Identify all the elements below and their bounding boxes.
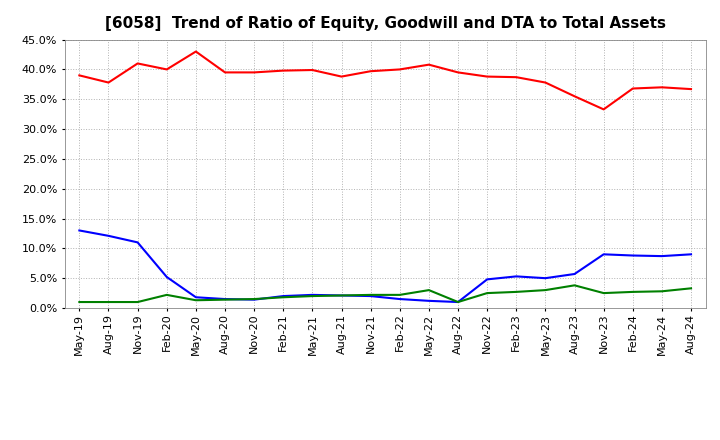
Equity bbox=[395, 67, 404, 72]
Equity bbox=[192, 49, 200, 54]
Deferred Tax Assets bbox=[687, 286, 696, 291]
Deferred Tax Assets bbox=[454, 299, 462, 304]
Equity bbox=[512, 74, 521, 80]
Equity bbox=[308, 67, 317, 73]
Deferred Tax Assets bbox=[395, 292, 404, 297]
Equity bbox=[599, 107, 608, 112]
Deferred Tax Assets bbox=[75, 299, 84, 304]
Line: Goodwill: Goodwill bbox=[79, 231, 691, 302]
Equity bbox=[104, 80, 113, 85]
Deferred Tax Assets bbox=[163, 292, 171, 297]
Equity bbox=[366, 69, 375, 74]
Equity bbox=[570, 94, 579, 99]
Deferred Tax Assets bbox=[366, 292, 375, 297]
Goodwill bbox=[192, 295, 200, 300]
Equity bbox=[75, 73, 84, 78]
Goodwill bbox=[454, 299, 462, 304]
Goodwill bbox=[337, 293, 346, 298]
Equity bbox=[687, 87, 696, 92]
Line: Deferred Tax Assets: Deferred Tax Assets bbox=[79, 285, 691, 302]
Deferred Tax Assets bbox=[192, 297, 200, 303]
Goodwill bbox=[629, 253, 637, 258]
Deferred Tax Assets bbox=[250, 297, 258, 302]
Deferred Tax Assets bbox=[308, 293, 317, 299]
Goodwill bbox=[483, 277, 492, 282]
Deferred Tax Assets bbox=[425, 287, 433, 293]
Goodwill bbox=[657, 253, 666, 259]
Goodwill bbox=[220, 297, 229, 302]
Deferred Tax Assets bbox=[570, 282, 579, 288]
Goodwill bbox=[308, 292, 317, 297]
Equity bbox=[163, 67, 171, 72]
Equity bbox=[279, 68, 287, 73]
Deferred Tax Assets bbox=[599, 290, 608, 296]
Goodwill bbox=[250, 297, 258, 302]
Equity bbox=[337, 74, 346, 79]
Deferred Tax Assets bbox=[512, 289, 521, 294]
Goodwill bbox=[104, 233, 113, 238]
Goodwill bbox=[133, 240, 142, 245]
Goodwill bbox=[366, 293, 375, 299]
Equity bbox=[657, 84, 666, 90]
Equity bbox=[454, 70, 462, 75]
Goodwill bbox=[599, 252, 608, 257]
Equity bbox=[541, 80, 550, 85]
Goodwill bbox=[512, 274, 521, 279]
Deferred Tax Assets bbox=[133, 299, 142, 304]
Deferred Tax Assets bbox=[657, 289, 666, 294]
Goodwill bbox=[541, 275, 550, 281]
Deferred Tax Assets bbox=[541, 287, 550, 293]
Goodwill bbox=[163, 275, 171, 280]
Goodwill bbox=[687, 252, 696, 257]
Deferred Tax Assets bbox=[629, 289, 637, 294]
Deferred Tax Assets bbox=[279, 295, 287, 300]
Deferred Tax Assets bbox=[483, 290, 492, 296]
Goodwill bbox=[279, 293, 287, 299]
Goodwill bbox=[75, 228, 84, 233]
Title: [6058]  Trend of Ratio of Equity, Goodwill and DTA to Total Assets: [6058] Trend of Ratio of Equity, Goodwil… bbox=[104, 16, 666, 32]
Equity bbox=[250, 70, 258, 75]
Line: Equity: Equity bbox=[79, 51, 691, 110]
Deferred Tax Assets bbox=[220, 297, 229, 302]
Equity bbox=[425, 62, 433, 67]
Equity bbox=[483, 74, 492, 79]
Goodwill bbox=[570, 271, 579, 277]
Deferred Tax Assets bbox=[337, 293, 346, 298]
Goodwill bbox=[425, 298, 433, 304]
Equity bbox=[629, 86, 637, 91]
Equity bbox=[220, 70, 229, 75]
Equity bbox=[133, 61, 142, 66]
Deferred Tax Assets bbox=[104, 299, 113, 304]
Goodwill bbox=[395, 297, 404, 302]
